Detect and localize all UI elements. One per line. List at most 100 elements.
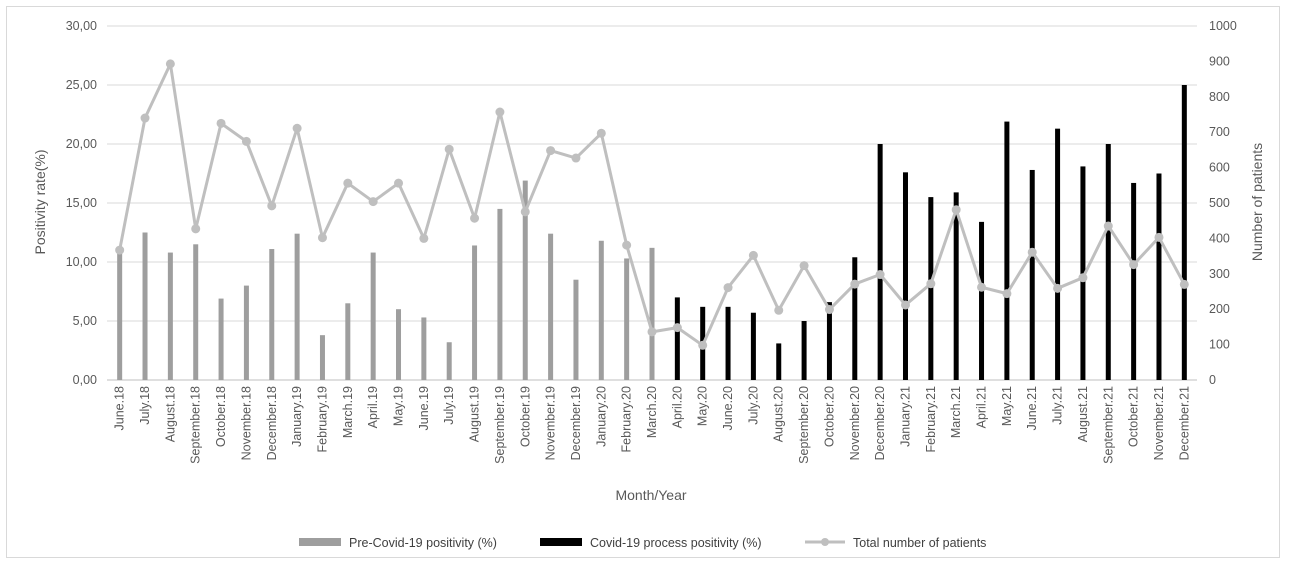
bar — [1181, 85, 1187, 380]
y-right-tick-label: 500 — [1209, 196, 1230, 210]
line-point — [799, 261, 809, 271]
x-tick-label: September.18 — [189, 386, 203, 464]
line-point — [723, 283, 733, 293]
y-left-tick-label: 5,00 — [73, 314, 97, 328]
x-tick-label: May.20 — [696, 386, 710, 426]
x-tick-label: August.21 — [1076, 386, 1090, 442]
bar — [167, 252, 173, 380]
bar — [548, 233, 554, 380]
bar — [396, 309, 402, 380]
line-point — [748, 250, 758, 260]
line-point — [216, 118, 226, 128]
line-point — [850, 279, 860, 289]
line-point — [115, 245, 125, 255]
y-right-tick-label: 400 — [1209, 231, 1230, 245]
bar — [294, 233, 300, 380]
y-right-tick-label: 800 — [1209, 90, 1230, 104]
bar — [877, 144, 883, 380]
x-tick-label: July.18 — [138, 386, 152, 425]
bar — [218, 298, 224, 380]
x-tick-label: March.19 — [341, 386, 355, 438]
y-right-tick-label: 200 — [1209, 302, 1230, 316]
x-tick-label: November.20 — [848, 386, 862, 460]
bar — [243, 285, 249, 380]
bar — [269, 249, 275, 380]
line-point — [368, 197, 378, 207]
x-tick-label: August.19 — [468, 386, 482, 442]
line-point — [241, 136, 251, 146]
line-point — [698, 340, 708, 350]
bar — [1004, 121, 1010, 380]
x-tick-label: June.18 — [113, 386, 127, 431]
line-point — [622, 240, 632, 250]
line-point — [1053, 283, 1063, 293]
x-tick-label: December.19 — [569, 386, 583, 460]
bar — [1029, 169, 1035, 380]
legend-label-covid: Covid-19 process positivity (%) — [590, 536, 762, 550]
y-left-tick-label: 25,00 — [66, 78, 97, 92]
x-tick-label: January.20 — [594, 386, 608, 447]
line-point — [292, 123, 302, 133]
bar — [472, 245, 478, 380]
line-point — [520, 207, 530, 217]
x-tick-label: December.21 — [1177, 386, 1191, 460]
bar — [953, 192, 959, 380]
line-point — [495, 107, 505, 117]
x-tick-label: February.19 — [315, 386, 329, 453]
x-tick-label: May.19 — [392, 386, 406, 426]
bar — [370, 252, 376, 380]
y-right-tick-label: 900 — [1209, 54, 1230, 68]
line-point — [444, 144, 454, 154]
bar — [649, 247, 655, 380]
bar — [852, 257, 858, 380]
x-tick-label: March.20 — [645, 386, 659, 438]
legend-swatch-covid — [540, 538, 582, 546]
y-left-tick-label: 10,00 — [66, 255, 97, 269]
bar — [117, 250, 123, 380]
x-tick-label: January.21 — [898, 386, 912, 447]
bar — [624, 258, 630, 380]
x-tick-label: November.18 — [239, 386, 253, 460]
line-point — [419, 233, 429, 243]
x-tick-label: July.20 — [746, 386, 760, 425]
x-tick-label: November.19 — [544, 386, 558, 460]
y-right-tick-label: 600 — [1209, 161, 1230, 175]
x-axis-title: Month/Year — [615, 487, 686, 503]
line-point — [165, 59, 175, 69]
y-right-tick-label: 700 — [1209, 125, 1230, 139]
patients-line — [115, 59, 1189, 350]
line-point — [394, 178, 404, 188]
line-point — [926, 279, 936, 289]
line-point — [1002, 289, 1012, 299]
bar — [928, 197, 934, 380]
bar — [497, 208, 503, 380]
line-point — [571, 153, 581, 163]
legend-swatch-patients-marker — [821, 538, 829, 546]
x-tick-label: December.18 — [265, 386, 279, 460]
x-tick-label: August.18 — [163, 386, 177, 442]
x-tick-label: June.19 — [417, 386, 431, 431]
y-right-tick-label: 0 — [1209, 373, 1216, 387]
line-point — [1103, 221, 1113, 231]
axes: 0,00 5,00 10,00 15,00 20,00 25,00 30,00 0 100 200… — [66, 19, 1237, 464]
y-left-tick-label: 30,00 — [66, 19, 97, 33]
line-point — [824, 305, 834, 315]
line-point — [774, 305, 784, 315]
y-axis-right-title: Number of patients — [1249, 143, 1265, 261]
line-point — [977, 282, 987, 292]
gridlines — [107, 25, 1197, 381]
x-tick-label: January.19 — [290, 386, 304, 447]
x-tick-label: July.19 — [442, 386, 456, 425]
x-tick-label: November.21 — [1152, 386, 1166, 460]
line-point — [647, 327, 657, 337]
x-tick-label: February.21 — [924, 386, 938, 453]
line-point — [1027, 247, 1037, 257]
bar — [1131, 182, 1137, 380]
bar — [142, 232, 148, 380]
bar — [1055, 128, 1061, 380]
legend-label-patients: Total number of patients — [853, 536, 986, 550]
x-tick-label: May.21 — [1000, 386, 1014, 426]
legend-swatch-pre-covid — [299, 538, 341, 546]
x-tick-label: October.21 — [1127, 386, 1141, 447]
y-left-tick-label: 15,00 — [66, 196, 97, 210]
